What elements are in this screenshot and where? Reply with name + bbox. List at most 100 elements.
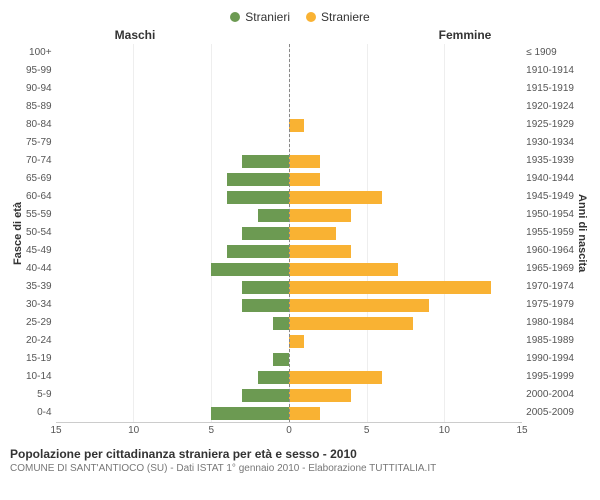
- header-female: Femmine: [300, 28, 590, 42]
- birth-year-label: 1955-1959: [526, 224, 574, 242]
- age-group-label: 65-69: [26, 170, 52, 188]
- bar-male: [242, 155, 289, 168]
- x-tick: 5: [364, 425, 370, 436]
- y-axis-title-right: Anni di nascita: [574, 44, 590, 423]
- birth-year-label: 1975-1979: [526, 296, 574, 314]
- bar-male: [242, 227, 289, 240]
- age-group-label: 0-4: [26, 404, 52, 422]
- birth-year-label: 1965-1969: [526, 260, 574, 278]
- x-tick: 10: [439, 425, 450, 436]
- age-group-label: 80-84: [26, 116, 52, 134]
- birth-year-label: 1995-1999: [526, 368, 574, 386]
- legend-swatch-female: [306, 12, 316, 22]
- birth-year-label: 1980-1984: [526, 314, 574, 332]
- birth-year-label: 1945-1949: [526, 188, 574, 206]
- bar-male: [211, 407, 289, 420]
- legend-label-male: Stranieri: [245, 10, 290, 24]
- birth-year-label: 1985-1989: [526, 332, 574, 350]
- birth-year-label: 1915-1919: [526, 80, 574, 98]
- chart-subtitle: COMUNE DI SANT'ANTIOCO (SU) - Dati ISTAT…: [10, 463, 590, 474]
- birth-year-label: ≤ 1909: [526, 44, 574, 62]
- bar-female: [289, 191, 382, 204]
- center-axis: [289, 44, 290, 422]
- age-group-label: 25-29: [26, 314, 52, 332]
- birth-year-label: 1960-1964: [526, 242, 574, 260]
- age-group-label: 85-89: [26, 98, 52, 116]
- y-axis-title-left: Fasce di età: [10, 44, 26, 423]
- x-tick: 0: [286, 425, 292, 436]
- bar-male: [227, 173, 289, 186]
- birth-year-label: 1930-1934: [526, 134, 574, 152]
- x-axis-ticks: 15105051015: [56, 425, 522, 439]
- age-group-label: 30-34: [26, 296, 52, 314]
- bar-female: [289, 209, 351, 222]
- chart-area: Fasce di età 100+95-9990-9485-8980-8475-…: [10, 44, 590, 423]
- age-group-label: 10-14: [26, 368, 52, 386]
- x-tick: 15: [50, 425, 61, 436]
- age-group-label: 40-44: [26, 260, 52, 278]
- age-group-label: 100+: [26, 44, 52, 62]
- birth-year-label: 1910-1914: [526, 62, 574, 80]
- bar-male: [258, 371, 289, 384]
- birth-year-label: 1920-1924: [526, 98, 574, 116]
- age-group-label: 70-74: [26, 152, 52, 170]
- age-group-label: 55-59: [26, 206, 52, 224]
- bar-male: [227, 245, 289, 258]
- age-group-label: 45-49: [26, 242, 52, 260]
- birth-year-label: 1990-1994: [526, 350, 574, 368]
- bar-male: [273, 353, 289, 366]
- column-headers: Maschi Femmine: [10, 28, 590, 42]
- birth-year-label: 1935-1939: [526, 152, 574, 170]
- age-group-labels: 100+95-9990-9485-8980-8475-7970-7465-696…: [26, 44, 56, 423]
- bar-female: [289, 407, 320, 420]
- age-group-label: 35-39: [26, 278, 52, 296]
- legend-item-male: Stranieri: [230, 10, 290, 24]
- birth-year-labels: ≤ 19091910-19141915-19191920-19241925-19…: [522, 44, 574, 423]
- legend: Stranieri Straniere: [10, 10, 590, 24]
- x-tick: 10: [128, 425, 139, 436]
- age-group-label: 15-19: [26, 350, 52, 368]
- bar-female: [289, 317, 413, 330]
- bar-female: [289, 173, 320, 186]
- age-group-label: 90-94: [26, 80, 52, 98]
- birth-year-label: 1940-1944: [526, 170, 574, 188]
- chart-footer: Popolazione per cittadinanza straniera p…: [10, 447, 590, 474]
- birth-year-label: 1950-1954: [526, 206, 574, 224]
- age-group-label: 20-24: [26, 332, 52, 350]
- x-tick: 15: [516, 425, 527, 436]
- birth-year-label: 2000-2004: [526, 386, 574, 404]
- bar-female: [289, 299, 429, 312]
- age-group-label: 60-64: [26, 188, 52, 206]
- header-male: Maschi: [10, 28, 300, 42]
- x-axis: 15 10 5 0 5 10 15: [10, 425, 590, 439]
- bar-male: [242, 389, 289, 402]
- plot-area: [56, 44, 523, 423]
- bar-female: [289, 119, 305, 132]
- bar-female: [289, 155, 320, 168]
- bar-female: [289, 245, 351, 258]
- age-group-label: 5-9: [26, 386, 52, 404]
- bar-female: [289, 227, 336, 240]
- x-tick: 5: [209, 425, 215, 436]
- legend-swatch-male: [230, 12, 240, 22]
- birth-year-label: 1970-1974: [526, 278, 574, 296]
- bar-male: [258, 209, 289, 222]
- age-group-label: 50-54: [26, 224, 52, 242]
- legend-item-female: Straniere: [306, 10, 370, 24]
- bar-male: [227, 191, 289, 204]
- bar-male: [273, 317, 289, 330]
- age-group-label: 75-79: [26, 134, 52, 152]
- birth-year-label: 2005-2009: [526, 404, 574, 422]
- age-group-label: 95-99: [26, 62, 52, 80]
- legend-label-female: Straniere: [321, 10, 370, 24]
- chart-title: Popolazione per cittadinanza straniera p…: [10, 447, 590, 461]
- bar-male: [211, 263, 289, 276]
- birth-year-label: 1925-1929: [526, 116, 574, 134]
- bar-female: [289, 371, 382, 384]
- bar-female: [289, 335, 305, 348]
- bar-female: [289, 281, 491, 294]
- bar-female: [289, 389, 351, 402]
- bar-male: [242, 299, 289, 312]
- bar-female: [289, 263, 398, 276]
- bar-male: [242, 281, 289, 294]
